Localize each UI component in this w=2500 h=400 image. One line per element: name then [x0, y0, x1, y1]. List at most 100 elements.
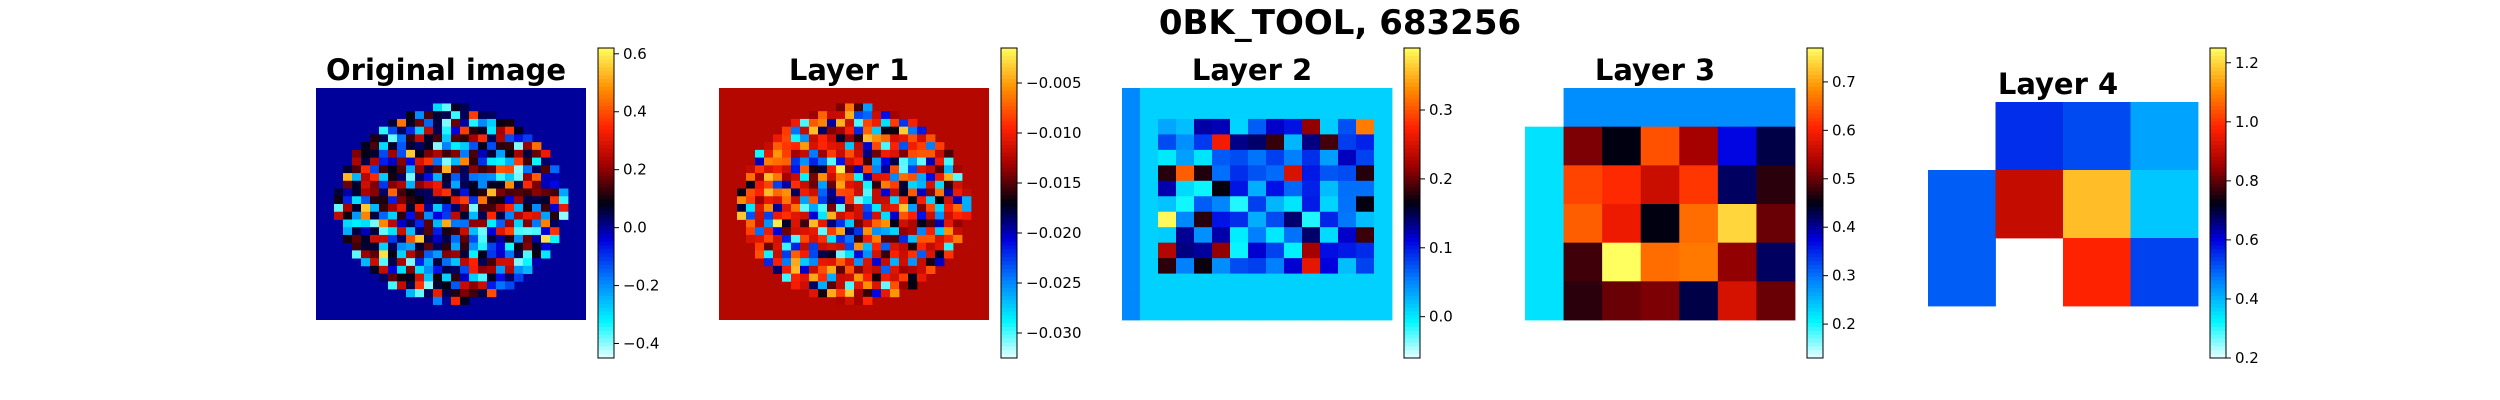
colorbar-segment [1001, 354, 1017, 359]
colorbar-segment [598, 102, 614, 107]
heatmap-cell [917, 242, 927, 251]
heatmap-cell [890, 149, 900, 158]
colorbar-segment [598, 210, 614, 216]
colorbar-segment [1404, 342, 1420, 347]
heatmap-cell [800, 234, 810, 244]
heatmap-cell [827, 242, 837, 251]
heatmap-cell [791, 242, 801, 251]
heatmap-cell [478, 211, 488, 220]
colorbar-segment [1404, 346, 1420, 351]
heatmap-cell [782, 211, 792, 220]
colorbar-segment [598, 206, 614, 212]
heatmap-cell [845, 281, 855, 290]
heatmap-cell [415, 204, 425, 213]
heatmap-cell [1302, 180, 1321, 197]
heatmap-cell [442, 165, 452, 174]
heatmap-cell [433, 173, 443, 182]
heatmap-cell [541, 188, 551, 197]
heatmap-cell [550, 196, 560, 205]
colorbar-segment [1001, 86, 1017, 92]
heatmap-cell [361, 242, 371, 251]
heatmap-cell [469, 126, 479, 135]
heatmap-cell [809, 126, 819, 135]
heatmap-cell [379, 149, 389, 158]
heatmap-cell [935, 211, 945, 220]
heatmap-cell [917, 126, 927, 135]
colorbar-segment [1807, 106, 1823, 111]
heatmap-cell [1230, 118, 1249, 135]
heatmap-cell [550, 180, 560, 189]
heatmap-cell [379, 157, 389, 166]
heatmap-cell [908, 204, 918, 213]
heatmap-cell [352, 211, 362, 220]
heatmap-cell [541, 234, 551, 244]
heatmap-cell [953, 227, 963, 236]
heatmap-cell [406, 227, 416, 236]
colorbar-layer-2: 0.30.20.10.0 [1403, 47, 1453, 359]
heatmap-cell [406, 173, 416, 182]
heatmap-cell [370, 258, 380, 267]
heatmap-cell [944, 165, 954, 174]
colorbar-segment [1404, 276, 1420, 282]
heatmap-cell [890, 134, 900, 143]
heatmap-cell [782, 273, 792, 282]
heatmap-cell [1320, 196, 1339, 213]
heatmap-cell [442, 173, 452, 182]
heatmap-cell [343, 211, 353, 220]
colorbar-segment [1807, 152, 1823, 158]
heatmap-cell [1122, 227, 1141, 244]
colorbar-segment [1404, 94, 1420, 99]
colorbar-segment [1404, 245, 1420, 251]
colorbar-tick-label: 0.6 [1832, 121, 1856, 139]
colorbar-segment [1001, 110, 1017, 115]
heatmap-cell [863, 173, 873, 182]
heatmap-cell [460, 296, 470, 305]
heatmap-cell [755, 250, 765, 259]
heatmap-cell [836, 204, 846, 213]
heatmap-cell [944, 227, 954, 236]
heatmap-cell [782, 219, 792, 228]
heatmap-cell [845, 111, 855, 120]
heatmap-cell [523, 157, 533, 166]
heatmap-cell [2063, 238, 2131, 307]
heatmap-cell [514, 227, 524, 236]
heatmap-cell [872, 134, 882, 143]
heatmap-cell [1194, 289, 1213, 305]
heatmap-cell [1525, 165, 1564, 205]
colorbar-segment [1807, 125, 1823, 130]
heatmap-cell [523, 250, 533, 259]
colorbar-segment [2210, 226, 2226, 231]
heatmap-cell [818, 204, 828, 213]
colorbar-segment [2210, 237, 2226, 243]
heatmap-cell [406, 118, 416, 128]
heatmap-cell [469, 149, 479, 158]
heatmap-cell [1284, 211, 1303, 228]
colorbar-segment [1807, 350, 1823, 355]
heatmap-cell [550, 219, 560, 228]
heatmap-cell [1374, 227, 1393, 244]
heatmap-cell [433, 134, 443, 143]
heatmap-cell [773, 149, 783, 158]
colorbar-segment [1404, 218, 1420, 223]
heatmap-cell [1122, 103, 1141, 120]
heatmap-cell [1338, 289, 1357, 305]
heatmap-cell [926, 234, 936, 244]
heatmap-cell [1194, 304, 1213, 321]
heatmap-cell [908, 165, 918, 174]
colorbar-segment [598, 323, 614, 328]
heatmap-cell [460, 134, 470, 143]
colorbar-segment [1404, 226, 1420, 231]
heatmap-cell [1320, 149, 1339, 166]
heatmap-cell [406, 250, 416, 259]
colorbar-segment [2210, 354, 2226, 359]
heatmap-cell [836, 188, 846, 197]
heatmap-cell [917, 258, 927, 267]
heatmap-cell [1320, 242, 1339, 259]
heatmap-cell [397, 118, 407, 128]
heatmap-cell [1284, 180, 1303, 197]
colorbar-segment [1807, 226, 1823, 231]
heatmap-cell [523, 188, 533, 197]
heatmap-cell [809, 258, 819, 267]
colorbar-tick-label: 0.4 [1832, 218, 1856, 236]
heatmap-cell [361, 219, 371, 228]
